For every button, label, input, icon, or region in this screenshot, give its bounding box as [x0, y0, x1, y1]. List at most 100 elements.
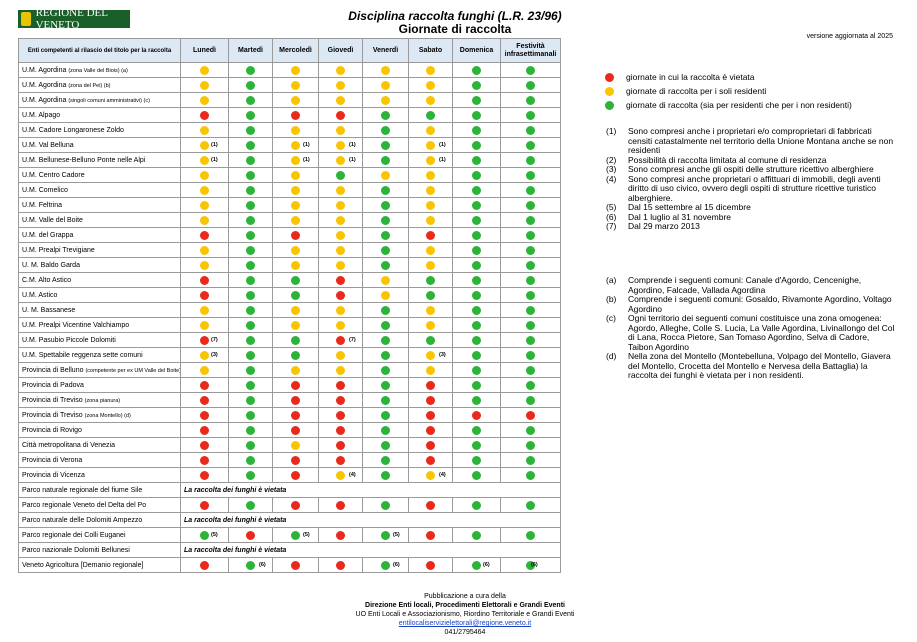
day-cell: (1): [318, 137, 363, 153]
note-ref: (6): [483, 562, 490, 568]
note-key: (d): [606, 351, 617, 361]
day-cell: [272, 287, 319, 303]
day-cell: [362, 422, 409, 438]
day-cell: [500, 272, 561, 288]
day-cell: [180, 92, 229, 108]
email-link[interactable]: entilocaliservizielettorali@regione.vene…: [398, 620, 532, 627]
day-cell: [180, 272, 229, 288]
note-item: (3) Sono compresi anche gli ospiti delle …: [606, 164, 896, 175]
day-cell: [362, 272, 409, 288]
table-row: Provincia di Treviso (zona Montello) (d): [18, 407, 561, 423]
status-dot: [526, 410, 535, 420]
day-cell: [228, 122, 273, 138]
status-dot: [381, 185, 390, 195]
row-label: U.M. Alpago: [18, 107, 181, 123]
status-dot: [381, 365, 390, 375]
day-cell: [318, 122, 363, 138]
status-dot: [336, 155, 345, 165]
day-cell: [228, 317, 273, 333]
entity-name: U.M. Pasubio Piccole Dolomiti: [22, 336, 116, 344]
status-dot: [200, 395, 209, 405]
day-cell: [452, 77, 501, 93]
row-label: U.M. Agordina (zona Valle del Biois) (a): [18, 62, 181, 78]
status-dot: [291, 395, 300, 405]
table-row: Città metropolitana di Venezia: [18, 437, 561, 453]
day-cell: [180, 122, 229, 138]
table-row: U.M. Feltrina: [18, 197, 561, 213]
day-cell: [228, 287, 273, 303]
day-cell: [272, 197, 319, 213]
status-dot: [200, 455, 209, 465]
day-cell: [408, 392, 453, 408]
status-dot: [381, 440, 390, 450]
row-label: Parco regionale dei Colli Euganei: [18, 527, 181, 543]
status-dot: [200, 275, 209, 285]
day-cell: [408, 302, 453, 318]
table-row: U.M. Agordina (zona Valle del Biois) (a): [18, 62, 561, 78]
status-dot: [291, 440, 300, 450]
day-cell: [500, 167, 561, 183]
status-dot: [336, 350, 345, 360]
status-dot: [336, 215, 345, 225]
status-dot: [526, 290, 535, 300]
day-cell: [228, 107, 273, 123]
status-dot: [526, 215, 535, 225]
day-cell: [500, 242, 561, 258]
note-item: (a) Comprende i seguenti comuni: Canale d…: [606, 275, 896, 295]
entity-name: U.M. Spettabile reggenza sette comuni: [22, 351, 143, 359]
status-dot: [291, 215, 300, 225]
status-dot: [246, 170, 255, 180]
status-dot: [200, 500, 209, 510]
day-cell: [452, 272, 501, 288]
status-dot: [291, 425, 300, 435]
entity-name: Provincia di Vicenza: [22, 471, 85, 479]
day-cell: [408, 437, 453, 453]
legend-label: giornate di raccolta per i soli resident…: [626, 86, 767, 96]
day-cell: [500, 152, 561, 168]
status-dot: [472, 320, 481, 330]
day-cell: [180, 287, 229, 303]
status-dot: [526, 80, 535, 90]
status-dot: [426, 395, 435, 405]
entity-sub: (competente per ex UM Valle del Boite): [85, 367, 181, 374]
status-dot: [381, 455, 390, 465]
legend-dot: [605, 100, 614, 110]
note-ref: (1): [439, 157, 446, 163]
status-dot: [526, 440, 535, 450]
table-row: U.M. Spettabile reggenza sette comuni (3)…: [18, 347, 561, 363]
status-dot: [426, 95, 435, 105]
status-dot: [526, 110, 535, 120]
note-key: (2): [606, 154, 617, 165]
day-cell: [180, 257, 229, 273]
day-cell: (6): [500, 557, 561, 573]
table-row: Provincia di Vicenza (4) (4): [18, 467, 561, 483]
status-dot: [526, 200, 535, 210]
status-dot: [200, 260, 209, 270]
day-cell: [228, 197, 273, 213]
note-ref: (1): [303, 142, 310, 148]
day-cell: [408, 212, 453, 228]
table-row: Provincia di Belluno (competente per ex …: [18, 362, 561, 378]
status-dot: [381, 80, 390, 90]
day-cell: [362, 467, 409, 483]
day-cell: [272, 272, 319, 288]
day-cell: [362, 152, 409, 168]
day-cell: [500, 302, 561, 318]
day-cell: [500, 407, 561, 423]
header-row: Enti competenti al rilascio del titolo p…: [18, 38, 561, 63]
day-cell: [362, 497, 409, 513]
day-cell: [362, 197, 409, 213]
table-row: Provincia di Padova: [18, 377, 561, 393]
day-cell: [362, 167, 409, 183]
day-cell: [408, 272, 453, 288]
day-cell: [452, 437, 501, 453]
table-row: Veneto Agricoltura [Demanio regionale] (6…: [18, 557, 561, 573]
note-item: (1) Sono compresi anche i proprietari e/o…: [606, 126, 896, 156]
entity-name: U.M. Prealpi Vicentine Valchiampo: [22, 321, 130, 329]
entity-name: U.M. Centro Cadore: [22, 171, 85, 179]
note-ref: (6): [531, 562, 538, 568]
note-ref: (1): [211, 142, 218, 148]
note-item: (2) Possibilità di raccolta limitata al c…: [606, 154, 896, 166]
status-dot: [291, 200, 300, 210]
status-dot: [200, 95, 209, 105]
